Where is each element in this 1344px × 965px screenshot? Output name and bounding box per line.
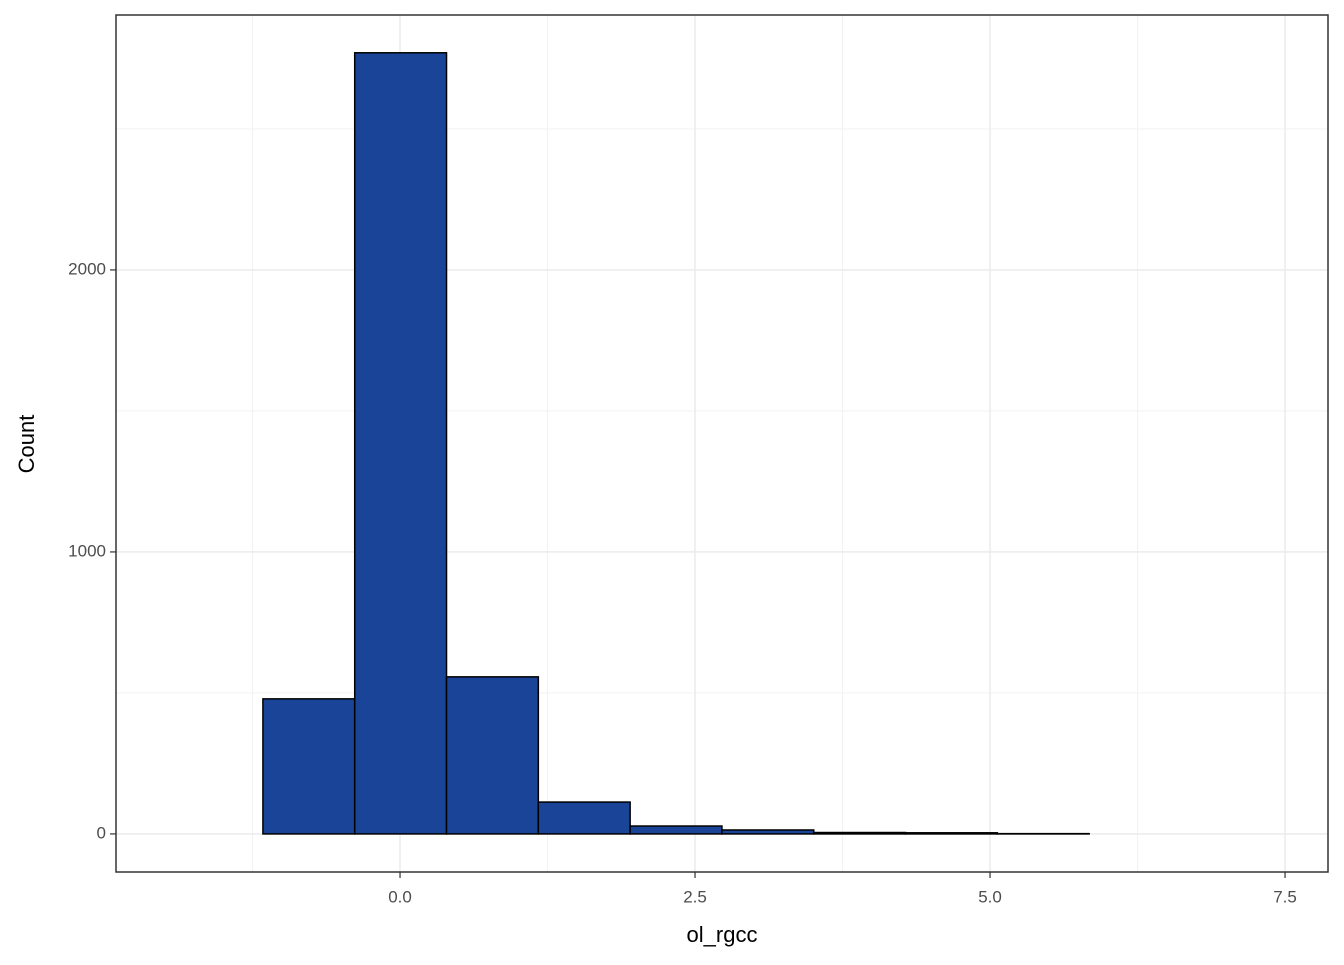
y-tick-label: 2000 [68,259,106,278]
x-axis-title: ol_rgcc [687,922,758,947]
bar [906,833,998,834]
bar [722,830,814,834]
y-tick-label: 1000 [68,541,106,560]
x-tick-label: 2.5 [683,887,707,906]
bar [814,833,906,834]
x-tick-label: 0.0 [388,887,412,906]
bar [447,677,539,834]
bar [538,802,630,834]
x-tick-label: 5.0 [978,887,1002,906]
bar [355,53,447,834]
y-axis-title: Count [14,415,39,474]
x-tick-label: 7.5 [1273,887,1297,906]
y-tick-label: 0 [97,823,106,842]
bar [630,826,722,834]
bar [263,699,355,834]
